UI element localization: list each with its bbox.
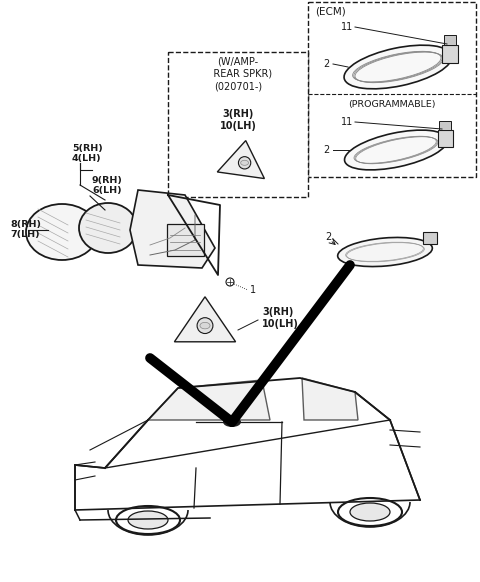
Bar xyxy=(308,2,476,177)
Ellipse shape xyxy=(200,322,210,329)
Text: 5(RH): 5(RH) xyxy=(72,144,103,152)
Circle shape xyxy=(226,278,234,286)
Text: 9(RH): 9(RH) xyxy=(92,176,123,186)
Ellipse shape xyxy=(240,160,249,165)
Ellipse shape xyxy=(26,204,98,260)
Text: (W/AMP-
   REAR SPKR)
(020701-): (W/AMP- REAR SPKR) (020701-) xyxy=(204,56,272,91)
Text: 2: 2 xyxy=(325,232,331,242)
Text: 3(RH)
10(LH): 3(RH) 10(LH) xyxy=(262,307,299,329)
Text: 2: 2 xyxy=(324,145,330,155)
Text: 2: 2 xyxy=(324,59,330,69)
FancyBboxPatch shape xyxy=(444,35,456,45)
Bar xyxy=(168,52,308,197)
FancyBboxPatch shape xyxy=(438,130,453,147)
Circle shape xyxy=(197,318,213,333)
Text: 4(LH): 4(LH) xyxy=(72,154,102,164)
FancyBboxPatch shape xyxy=(439,121,451,130)
Text: 11: 11 xyxy=(341,22,353,32)
Circle shape xyxy=(239,157,251,169)
Polygon shape xyxy=(217,141,264,179)
Ellipse shape xyxy=(344,45,452,89)
Ellipse shape xyxy=(337,237,432,267)
FancyBboxPatch shape xyxy=(442,45,458,63)
Text: (PROGRAMMABLE): (PROGRAMMABLE) xyxy=(348,100,436,108)
Ellipse shape xyxy=(338,498,402,526)
Ellipse shape xyxy=(79,203,137,253)
Polygon shape xyxy=(302,378,358,420)
Text: (ECM): (ECM) xyxy=(314,6,346,16)
Ellipse shape xyxy=(116,506,180,534)
Ellipse shape xyxy=(350,503,390,521)
FancyBboxPatch shape xyxy=(423,232,437,244)
Text: 11: 11 xyxy=(341,117,353,127)
Polygon shape xyxy=(130,190,215,268)
Polygon shape xyxy=(148,380,270,420)
Text: 1: 1 xyxy=(250,285,256,295)
Polygon shape xyxy=(174,297,236,342)
Ellipse shape xyxy=(345,130,447,170)
Text: 8(RH): 8(RH) xyxy=(10,221,41,229)
Text: 7(LH): 7(LH) xyxy=(10,230,40,240)
Ellipse shape xyxy=(128,511,168,529)
Text: 6(LH): 6(LH) xyxy=(92,186,121,196)
Ellipse shape xyxy=(223,417,241,427)
Text: 3(RH)
10(LH): 3(RH) 10(LH) xyxy=(219,109,256,131)
FancyBboxPatch shape xyxy=(167,224,204,256)
